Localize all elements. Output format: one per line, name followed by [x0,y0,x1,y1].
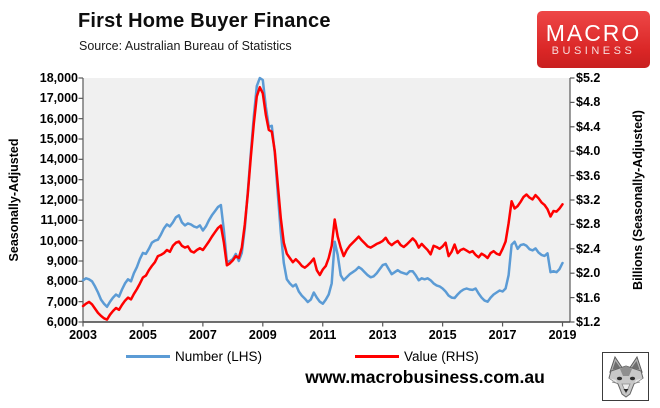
x-axis-tick-label: 2019 [548,328,577,342]
series-line-number-lhs [81,76,564,309]
y-axis-left-tick-label: 11,000 [40,213,78,228]
y-axis-left-tick-label: 14,000 [39,152,78,167]
y-axis-right-tick-label: $4.8 [576,95,601,110]
fox-logo [602,352,649,401]
y-axis-right-title: Billions (Seasonally-Adjusted) [631,110,645,290]
x-axis-tick-label: 2013 [368,328,397,342]
y-axis-left-tick-label: 15,000 [39,132,78,146]
legend-line-number-lhs [126,354,170,358]
series-line-value-rhs [81,85,564,321]
y-axis-right-tick-label: $2.4 [576,241,601,256]
y-axis-right-tick-label: $2.0 [576,266,601,281]
x-axis-tick-label: 2015 [428,328,457,342]
y-axis-right-tick-label: $4.0 [576,144,601,159]
x-axis-tick-label: 2005 [129,328,157,342]
legend-label-value-rhs: Value (RHS) [404,348,479,364]
legend-line-value-rhs [355,354,399,358]
x-axis-tick-label: 2011 [309,328,337,342]
y-axis-left-tick-label: 16,000 [39,111,78,126]
y-axis-left-tick-label: 6,000 [46,315,78,329]
y-axis-right-tick-label: $3.2 [576,193,601,207]
logo-text-macro: MACRO [545,20,642,46]
y-axis-right-tick-label: $5.2 [576,71,601,85]
y-axis-right-tick-label: $1.6 [576,290,601,305]
y-axis-left-tick-label: 18,000 [39,71,78,85]
source-label: Source: Australian Bureau of Statistics [79,39,292,53]
website-text: www.macrobusiness.com.au [305,367,545,387]
x-axis-tick-label: 2017 [488,328,517,342]
y-axis-right-tick-label: $4.4 [576,119,601,134]
y-axis-left-title: Seasonally-Adjusted [7,138,21,262]
y-axis-right-tick-label: $3.6 [576,168,601,183]
legend-label-number-lhs: Number (LHS) [175,348,263,364]
x-axis-tick-label: 2009 [248,328,277,342]
y-axis-left-tick-label: 17,000 [39,91,78,106]
y-axis-left-tick-label: 8,000 [46,274,78,289]
fox-icon [607,355,644,398]
x-axis-tick-label: 2003 [69,328,97,342]
y-axis-left-tick-label: 12,000 [39,193,78,207]
y-axis-left-tick-label: 13,000 [39,172,78,187]
plot-area [83,78,570,322]
page-title: First Home Buyer Finance [78,10,331,32]
y-axis-right-tick-label: $1.2 [576,315,601,329]
y-axis-left-tick-label: 10,000 [39,233,78,248]
y-axis-left-tick-label: 7,000 [46,294,78,309]
legend-item-number-lhs: Number (LHS) [126,347,262,365]
legend-item-value-rhs: Value (RHS) [355,347,479,365]
macro-business-logo: MACRO BUSINESS [537,11,650,68]
y-axis-right-tick-label: $2.8 [576,217,601,232]
logo-text-business: BUSINESS [551,45,636,57]
x-axis-tick-label: 2007 [188,328,217,342]
y-axis-left-tick-label: 9,000 [46,254,78,268]
